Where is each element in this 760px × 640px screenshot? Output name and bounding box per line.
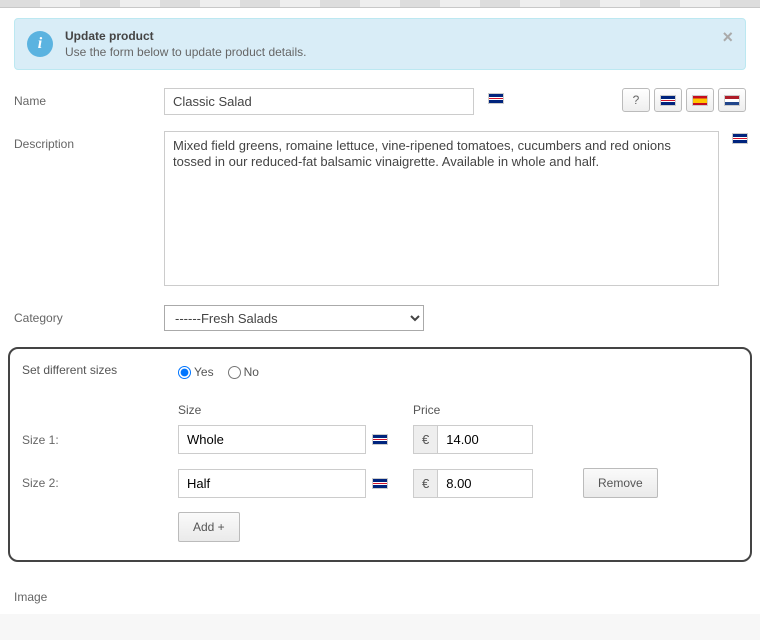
size-row-2: Size 2: € Remove	[22, 468, 738, 498]
uk-flag-icon	[372, 478, 388, 489]
description-label: Description	[14, 131, 164, 151]
es-flag-icon	[692, 95, 708, 106]
uk-flag-icon	[660, 95, 676, 106]
description-input[interactable]: Mixed field greens, romaine lettuce, vin…	[164, 131, 719, 286]
size2-price-wrap: €	[413, 469, 533, 498]
currency-symbol: €	[414, 470, 438, 497]
price-column-header: Price	[413, 403, 563, 417]
name-input[interactable]	[164, 88, 474, 115]
size1-price-input[interactable]	[438, 426, 532, 453]
size-row-1: Size 1: €	[22, 425, 738, 454]
size-column-header: Size	[178, 403, 413, 417]
uk-flag-icon	[372, 434, 388, 445]
radio-no-label: No	[244, 365, 259, 379]
lang-nl-button[interactable]	[718, 88, 746, 112]
size1-name-input[interactable]	[178, 425, 366, 454]
size1-label: Size 1:	[22, 433, 178, 447]
lang-es-button[interactable]	[686, 88, 714, 112]
page-container: × i Update product Use the form below to…	[0, 8, 760, 614]
size2-price-input[interactable]	[438, 470, 532, 497]
set-sizes-label: Set different sizes	[22, 363, 178, 379]
uk-flag-icon	[488, 93, 504, 104]
size2-label: Size 2:	[22, 476, 178, 490]
name-label: Name	[14, 88, 164, 108]
alert-title: Update product	[65, 29, 306, 43]
info-icon: i	[27, 31, 53, 57]
currency-symbol: €	[414, 426, 438, 453]
sizes-panel: Set different sizes Yes No Size Price Si…	[8, 347, 752, 562]
add-size-button[interactable]: Add +	[178, 512, 240, 542]
nl-flag-icon	[724, 95, 740, 106]
radio-no-input[interactable]	[228, 366, 241, 379]
info-alert: × i Update product Use the form below to…	[14, 18, 746, 70]
radio-yes-input[interactable]	[178, 366, 191, 379]
size1-price-wrap: €	[413, 425, 533, 454]
category-select[interactable]: ------Fresh Salads	[164, 305, 424, 331]
alert-subtitle: Use the form below to update product det…	[65, 45, 306, 59]
image-label: Image	[14, 584, 164, 604]
close-icon[interactable]: ×	[722, 27, 733, 48]
window-top-strip	[0, 0, 760, 8]
remove-button[interactable]: Remove	[583, 468, 658, 498]
radio-yes-label: Yes	[194, 365, 214, 379]
radio-yes[interactable]: Yes	[178, 365, 214, 379]
language-toolbar: ?	[622, 88, 746, 112]
lang-en-button[interactable]	[654, 88, 682, 112]
uk-flag-icon	[732, 133, 748, 144]
size2-name-input[interactable]	[178, 469, 366, 498]
help-button[interactable]: ?	[622, 88, 650, 112]
category-label: Category	[14, 305, 164, 325]
sizes-radio-group: Yes No	[178, 363, 259, 379]
radio-no[interactable]: No	[228, 365, 259, 379]
